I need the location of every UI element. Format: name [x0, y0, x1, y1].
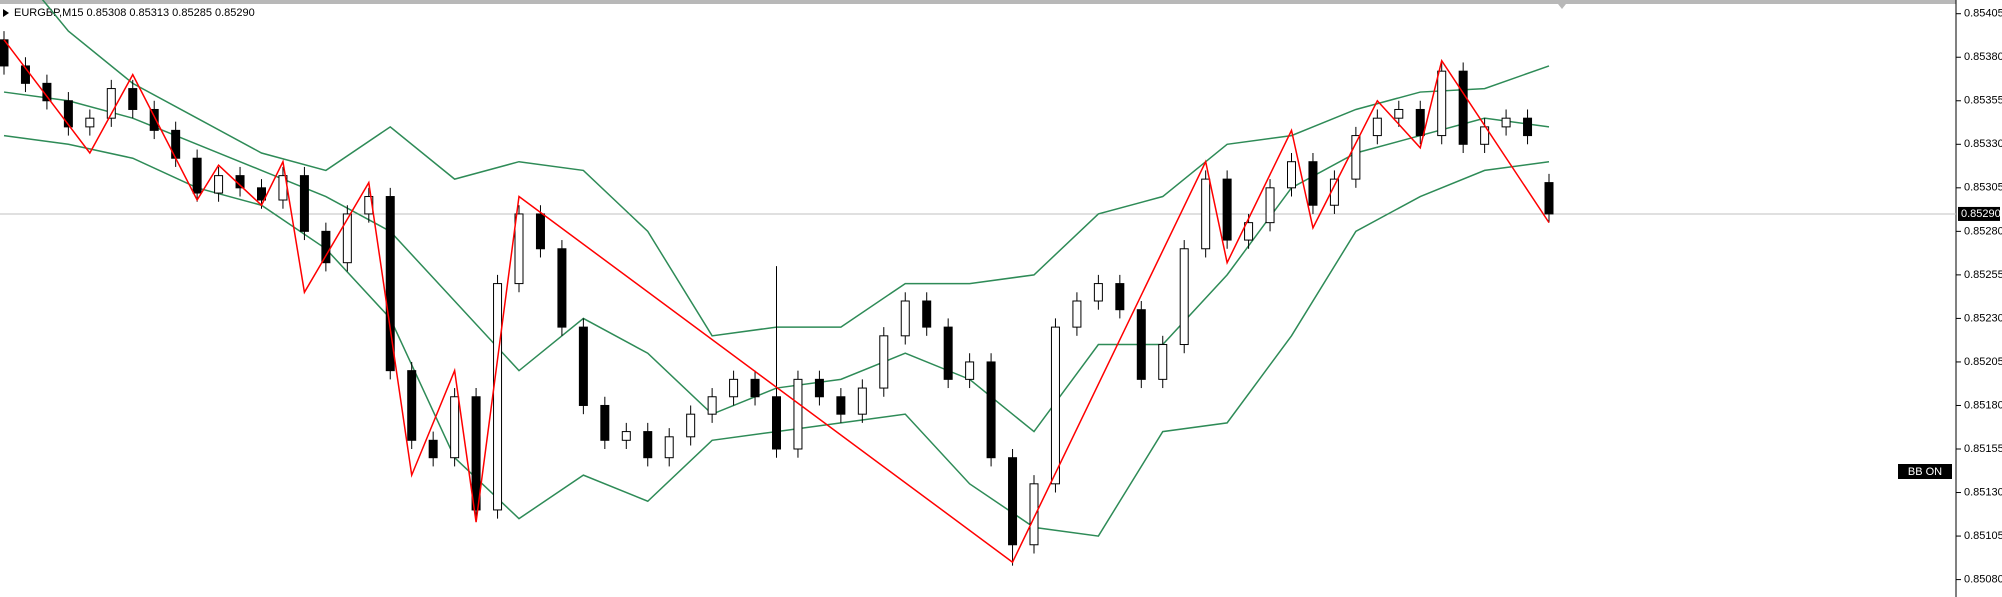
candle-body: [20, 65, 30, 84]
y-tick-label: 0.85355: [1964, 95, 2002, 107]
candle-body: [986, 361, 996, 459]
candle-body: [1480, 126, 1490, 145]
candle-body: [1458, 70, 1468, 145]
candle-body: [257, 187, 266, 201]
zigzag: [3, 39, 1550, 564]
candle-body: [600, 404, 610, 441]
candle-body: [578, 326, 588, 406]
candle-body: [1072, 300, 1082, 328]
candle-body: [407, 370, 417, 441]
candle-body: [471, 396, 481, 511]
candle-body: [514, 213, 524, 285]
candle-body: [943, 326, 953, 380]
candle-body: [1158, 344, 1168, 380]
shift-marker: [1558, 4, 1566, 9]
candle-body: [1308, 161, 1318, 206]
candle-body: [214, 175, 224, 194]
candle-body: [1415, 108, 1425, 137]
candle-body: [557, 248, 567, 328]
y-tick-label: 0.85080: [1964, 573, 2002, 585]
candle-body: [1265, 187, 1275, 224]
candle-body: [1050, 326, 1060, 485]
candle-body: [857, 387, 867, 415]
candle-body: [1008, 457, 1018, 546]
y-tick-label: 0.85330: [1964, 138, 2002, 150]
candle-body: [900, 300, 910, 337]
candle-body: [1523, 117, 1533, 137]
candle-body: [1501, 117, 1511, 128]
candle-body: [772, 396, 781, 450]
candle-body: [63, 100, 73, 128]
candle-body: [879, 335, 889, 389]
indicator-label: BB ON: [1908, 466, 1942, 478]
candle-body: [686, 413, 696, 438]
candle-body: [1351, 135, 1361, 180]
y-tick-label: 0.85130: [1964, 486, 2002, 498]
candle-body: [643, 431, 653, 459]
candle-body: [1136, 309, 1146, 380]
candle-body: [1394, 108, 1404, 119]
candle-body: [106, 88, 116, 119]
y-tick-label: 0.85205: [1964, 356, 2002, 368]
candle-body: [321, 230, 331, 264]
candle-body: [1201, 178, 1211, 250]
candle-body: [707, 396, 717, 415]
candle-body: [428, 439, 438, 459]
candle-body: [1372, 117, 1382, 137]
y-tick-label: 0.85405: [1964, 8, 2002, 20]
y-tick-label: 0.85155: [1964, 443, 2002, 455]
y-tick-label: 0.85105: [1964, 530, 2002, 542]
candle-body: [1115, 283, 1125, 311]
y-tick-label: 0.85180: [1964, 399, 2002, 411]
candle-body: [192, 157, 202, 194]
candle-body: [750, 378, 760, 398]
candle-body: [664, 436, 674, 459]
candle-body: [836, 396, 846, 415]
candle-body: [85, 117, 95, 128]
candle-body: [342, 213, 352, 264]
candle-body: [1437, 70, 1447, 137]
candle-body: [128, 88, 138, 110]
candle-body: [1544, 182, 1554, 215]
indicator-box: [1898, 464, 1952, 479]
current-price-box: [1958, 206, 2000, 221]
candle-body: [0, 39, 9, 67]
symbol-arrow: [3, 9, 9, 17]
chart-title: EURGBP,M15 0.85308 0.85313 0.85285 0.852…: [14, 7, 255, 19]
candle-body: [922, 300, 932, 328]
y-tick-label: 0.85380: [1964, 51, 2002, 63]
candle-body: [729, 378, 739, 398]
candle-body: [299, 175, 309, 232]
y-tick-label: 0.85280: [1964, 225, 2002, 237]
candle-body: [1093, 283, 1103, 302]
candle-body: [965, 361, 975, 380]
candle-body: [493, 283, 503, 511]
candle-body: [385, 196, 395, 372]
candle-body: [1179, 248, 1189, 346]
candle-body: [1244, 222, 1254, 241]
candle-body: [149, 108, 159, 131]
candle-body: [1287, 161, 1296, 189]
y-tick-label: 0.85230: [1964, 312, 2002, 324]
candle-body: [1222, 178, 1232, 241]
candle-body: [450, 396, 460, 459]
y-tick-label: 0.85305: [1964, 182, 2002, 194]
current-price-label: 0.85290: [1961, 208, 2001, 220]
top-bar: [0, 0, 1956, 4]
candle-body: [793, 378, 803, 450]
candle-body: [535, 213, 545, 250]
candle-body: [621, 431, 631, 441]
candle-body: [814, 378, 824, 398]
y-tick-label: 0.85255: [1964, 269, 2002, 281]
candle-body: [1029, 483, 1039, 546]
